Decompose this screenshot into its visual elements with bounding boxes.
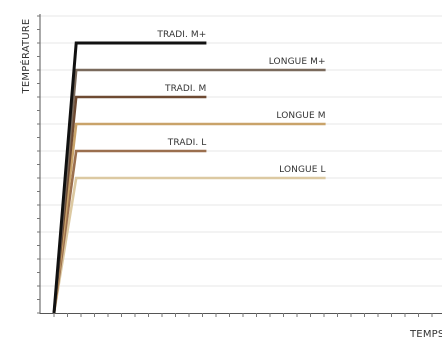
series-line	[52, 122, 326, 314]
series-labels: TRADI. M+ LONGUE M+ TRADI. M LONGUE M TRADI.…	[156, 30, 325, 175]
series-label: LONGUE L	[279, 165, 325, 175]
series-label: LONGUE M+	[269, 57, 326, 67]
series-line	[52, 68, 326, 314]
series-line	[52, 176, 326, 314]
x-axis-title: TEMPS	[409, 329, 442, 338]
series-lines	[52, 41, 326, 314]
y-axis-title: TEMPÉRATURE	[19, 19, 32, 95]
series-label: TRADI. L	[167, 138, 207, 148]
series-label: TRADI. M	[164, 84, 206, 94]
series-label: LONGUE M	[276, 111, 325, 121]
axes	[37, 14, 442, 317]
series-line	[52, 41, 207, 314]
series-label: TRADI. M+	[156, 30, 206, 40]
